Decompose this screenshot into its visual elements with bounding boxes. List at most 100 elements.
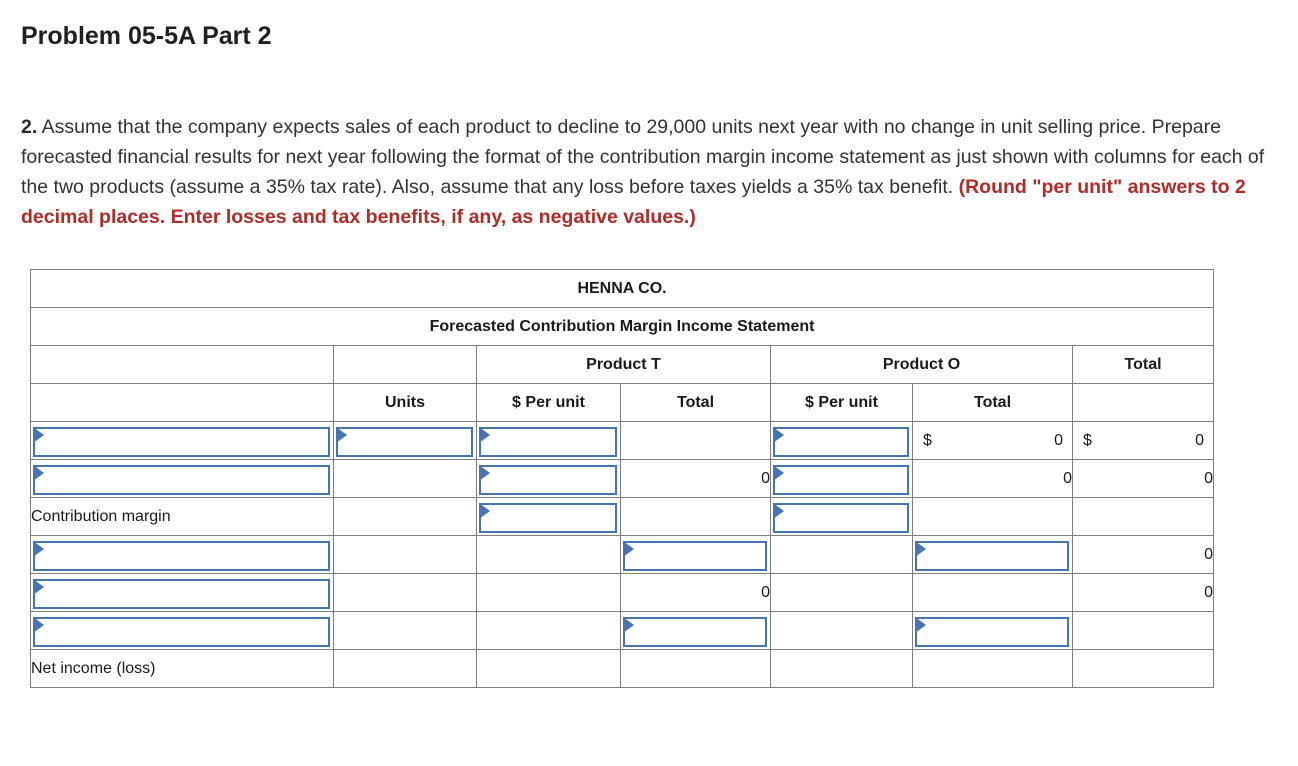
cell-r1-label bbox=[30, 421, 334, 460]
table-title-row: HENNA CO. bbox=[29, 269, 1215, 308]
row-2: 0 0 0 bbox=[30, 459, 1215, 498]
row3-t-per-unit-input[interactable] bbox=[479, 502, 617, 533]
row2-o-per-unit-input[interactable] bbox=[773, 464, 909, 495]
instruction-number: 2. bbox=[21, 116, 38, 138]
cell-r1-t-total-empty bbox=[620, 421, 771, 460]
group-header-total: Total bbox=[1071, 345, 1215, 384]
cell-r1-t-per-unit bbox=[476, 421, 621, 460]
row1-t-per-unit-input[interactable] bbox=[479, 426, 617, 457]
row1-label-input[interactable] bbox=[33, 426, 330, 457]
row3-o-per-unit-input[interactable] bbox=[773, 502, 909, 533]
cell-r3-units-empty bbox=[333, 497, 477, 536]
cell-r2-t-per-unit bbox=[476, 459, 621, 498]
cell-r7-units-empty bbox=[333, 649, 477, 688]
income-statement-table: HENNA CO. Forecasted Contribution Margin… bbox=[29, 269, 1215, 688]
response-flag-icon bbox=[917, 618, 926, 632]
cell-r5-o-per-unit-empty bbox=[770, 573, 913, 612]
response-flag-icon bbox=[35, 428, 44, 442]
response-flag-icon bbox=[625, 618, 634, 632]
row4-label-input[interactable] bbox=[33, 540, 330, 571]
row6-o-total-input[interactable] bbox=[915, 616, 1069, 647]
col-header-t-per-unit: $ Per unit bbox=[476, 383, 621, 422]
response-flag-icon bbox=[338, 428, 347, 442]
group-header-empty-units bbox=[333, 345, 477, 384]
row2-label-input[interactable] bbox=[33, 464, 330, 495]
cell-r7-label: Net income (loss) bbox=[30, 649, 334, 688]
row-4: 0 bbox=[30, 535, 1215, 574]
row-5: 0 0 bbox=[30, 573, 1215, 612]
col-header-units: Units bbox=[333, 383, 477, 422]
cell-r2-t-total: 0 bbox=[620, 459, 771, 498]
cell-r1-grand-total: $0 bbox=[1071, 421, 1215, 460]
response-flag-icon bbox=[35, 466, 44, 480]
row6-t-total-input[interactable] bbox=[623, 616, 767, 647]
cell-r6-t-total bbox=[620, 611, 771, 650]
cell-value: 0 bbox=[1195, 431, 1205, 449]
cell-r2-units-empty bbox=[333, 459, 477, 498]
cell-r7-o-per-unit-empty bbox=[770, 649, 913, 688]
statement-title: Forecasted Contribution Margin Income St… bbox=[29, 307, 1215, 346]
instruction-text: 2. Assume that the company expects sales… bbox=[21, 112, 1275, 232]
response-flag-icon bbox=[35, 580, 44, 594]
col-header-o-per-unit: $ Per unit bbox=[770, 383, 913, 422]
cell-r5-grand-total: 0 bbox=[1071, 573, 1215, 612]
row4-t-total-input[interactable] bbox=[623, 540, 767, 571]
response-flag-icon bbox=[625, 542, 634, 556]
instruction-note: (Round "per unit" answers to 2 decimal p… bbox=[21, 176, 1246, 228]
row-net-income: Net income (loss) bbox=[30, 649, 1215, 688]
row-1: $0 $0 bbox=[30, 421, 1215, 460]
cell-r6-o-total bbox=[912, 611, 1073, 650]
row2-t-per-unit-input[interactable] bbox=[479, 464, 617, 495]
cell-r3-o-total-empty bbox=[912, 497, 1073, 536]
cell-r3-label: Contribution margin bbox=[30, 497, 334, 536]
cell-r5-t-per-unit-empty bbox=[476, 573, 621, 612]
response-flag-icon bbox=[35, 542, 44, 556]
group-header-empty-label bbox=[30, 345, 334, 384]
row4-o-total-input[interactable] bbox=[915, 540, 1069, 571]
row5-label-input[interactable] bbox=[33, 578, 330, 609]
response-flag-icon bbox=[917, 542, 926, 556]
net-income-cell-product-t bbox=[620, 649, 771, 688]
page-title: Problem 05-5A Part 2 bbox=[21, 22, 272, 50]
cell-r4-t-total bbox=[620, 535, 771, 574]
instruction-body: Assume that the company expects sales of… bbox=[21, 116, 1265, 198]
cell-r4-t-per-unit-empty bbox=[476, 535, 621, 574]
table-subtitle-row: Forecasted Contribution Margin Income St… bbox=[29, 307, 1215, 346]
cell-r5-units-empty bbox=[333, 573, 477, 612]
cell-r3-t-total-empty bbox=[620, 497, 771, 536]
response-flag-icon bbox=[775, 504, 784, 518]
company-name: HENNA CO. bbox=[29, 269, 1215, 308]
row6-label-input[interactable] bbox=[33, 616, 330, 647]
cell-r2-label bbox=[30, 459, 334, 498]
cell-r3-grand-empty bbox=[1071, 497, 1215, 536]
cell-value: 0 bbox=[1054, 431, 1063, 449]
cell-r4-grand-total: 0 bbox=[1071, 535, 1215, 574]
response-flag-icon bbox=[775, 428, 784, 442]
cell-r5-label bbox=[30, 573, 334, 612]
net-income-cell-product-o bbox=[912, 649, 1073, 688]
cell-r1-o-per-unit bbox=[770, 421, 913, 460]
cell-r6-label bbox=[30, 611, 334, 650]
response-flag-icon bbox=[481, 428, 490, 442]
response-flag-icon bbox=[775, 466, 784, 480]
col-header-t-total: Total bbox=[620, 383, 771, 422]
row1-o-per-unit-input[interactable] bbox=[773, 426, 909, 457]
cell-r2-o-total: 0 bbox=[912, 459, 1073, 498]
cell-r2-grand-total: 0 bbox=[1071, 459, 1215, 498]
cell-r1-units bbox=[333, 421, 477, 460]
row-contribution-margin: Contribution margin bbox=[30, 497, 1215, 536]
cell-r3-o-per-unit bbox=[770, 497, 913, 536]
cell-r5-t-total: 0 bbox=[620, 573, 771, 612]
row-6 bbox=[30, 611, 1215, 650]
row1-units-input[interactable] bbox=[336, 426, 473, 457]
col-header-grand-empty bbox=[1071, 383, 1215, 422]
cell-r4-o-per-unit-empty bbox=[770, 535, 913, 574]
cell-r6-o-per-unit-empty bbox=[770, 611, 913, 650]
column-header-row: Units $ Per unit Total $ Per unit Total bbox=[30, 383, 1215, 422]
cell-r4-o-total bbox=[912, 535, 1073, 574]
group-header-row: Product T Product O Total bbox=[30, 345, 1215, 384]
cell-r4-units-empty bbox=[333, 535, 477, 574]
col-header-empty-label bbox=[30, 383, 334, 422]
cell-r3-t-per-unit bbox=[476, 497, 621, 536]
cell-r1-o-total: $0 bbox=[912, 421, 1073, 460]
